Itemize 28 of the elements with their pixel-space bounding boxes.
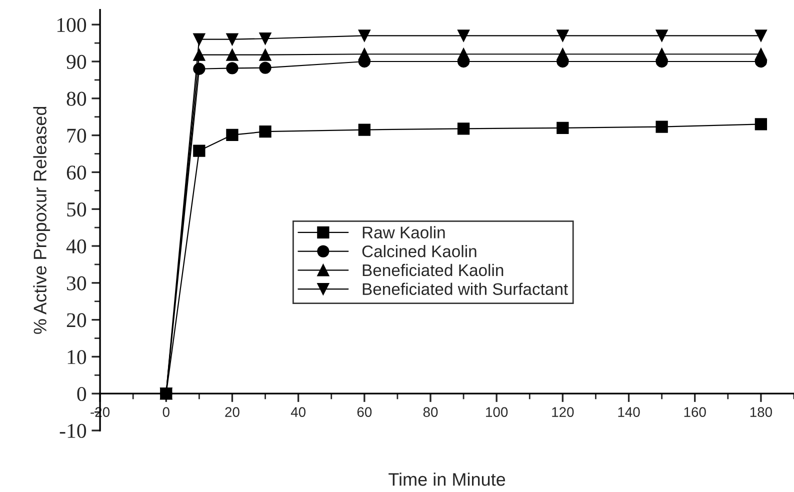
x-tick-label: 0 <box>162 407 170 417</box>
legend-label: Calcined Kaolin <box>362 245 476 258</box>
x-tick-label: 20 <box>225 407 240 417</box>
y-tick-label: 10 <box>68 350 86 364</box>
y-tick-label: 70 <box>67 128 86 143</box>
legend-label: Beneficiated Kaolin <box>362 264 504 276</box>
y-tick-label: 90 <box>66 54 86 69</box>
y-tick-label: 20 <box>66 313 86 328</box>
x-axis-title: Time in Minute <box>388 472 506 486</box>
y-axis-title: % Active Propoxur Released <box>33 106 50 334</box>
x-tick-label: 120 <box>552 407 574 417</box>
y-tick-label: 80 <box>66 92 86 106</box>
x-tick-label: 80 <box>423 407 438 417</box>
y-tick-label: 40 <box>66 239 86 254</box>
legend-label: Raw Kaolin <box>362 226 445 238</box>
x-tick-label: 60 <box>357 407 372 417</box>
y-tick-label: 30 <box>67 276 86 290</box>
legend-label: Beneficiated with Surfactant <box>362 282 568 296</box>
y-tick-label: -10 <box>60 424 86 438</box>
x-tick-label: 100 <box>486 407 508 417</box>
y-tick-label: 0 <box>77 386 86 402</box>
y-tick-label: 60 <box>66 166 86 180</box>
y-tick-label: 100 <box>57 18 86 32</box>
x-tick-label: 180 <box>750 407 772 417</box>
x-tick-label: 140 <box>618 407 640 417</box>
x-tick-label: 40 <box>290 407 306 417</box>
x-tick-label: 160 <box>684 407 706 417</box>
y-tick-label: 50 <box>67 202 86 217</box>
